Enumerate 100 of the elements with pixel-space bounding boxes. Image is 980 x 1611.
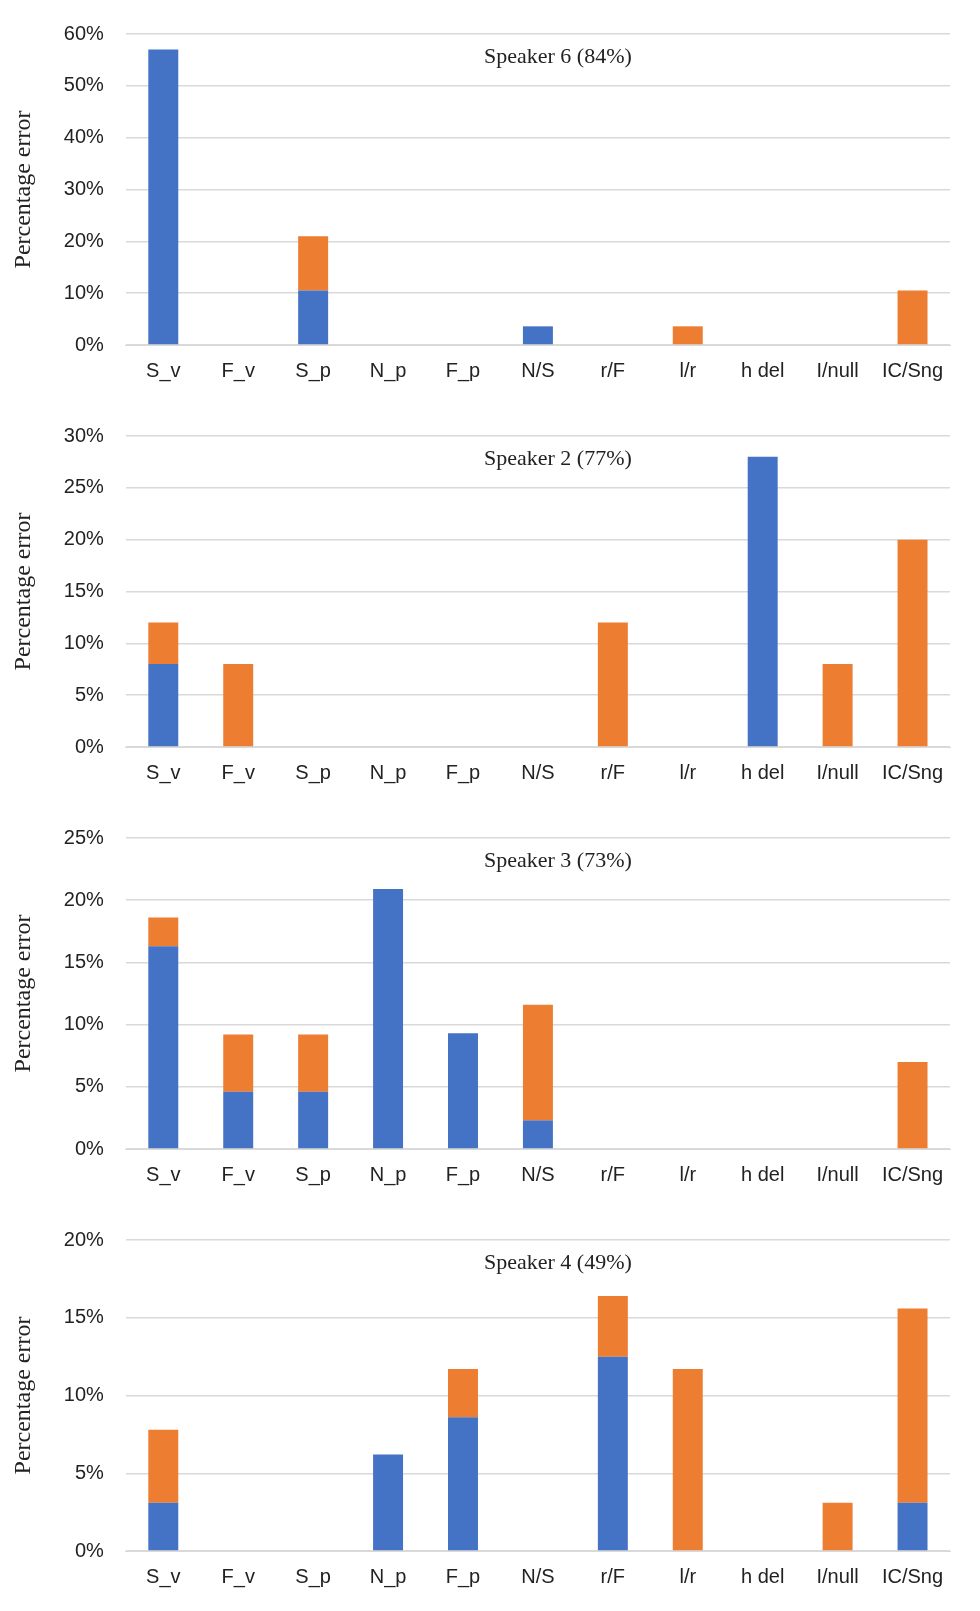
- x-tick-label: S_v: [146, 358, 181, 382]
- y-tick-label: 20%: [63, 1227, 105, 1250]
- bar: [148, 1502, 179, 1551]
- y-tick-label: 5%: [74, 682, 105, 705]
- x-tick-label: IC/Sng: [881, 760, 944, 783]
- y-tick-label: 15%: [63, 579, 105, 602]
- chart-title: Speaker 4 (49%): [483, 1248, 632, 1274]
- x-tick-label: IC/Sng: [881, 1564, 944, 1587]
- y-tick-label: 10%: [63, 280, 105, 303]
- x-tick-label: S_v: [146, 1564, 181, 1588]
- bar: [897, 290, 928, 345]
- bar: [298, 1034, 329, 1092]
- bar: [298, 1091, 329, 1149]
- bar: [897, 539, 928, 747]
- y-tick-label: 10%: [63, 1383, 105, 1406]
- bar: [522, 326, 553, 345]
- chart-title: Speaker 3 (73%): [483, 846, 632, 872]
- x-tick-label: N_p: [369, 358, 407, 382]
- x-tick-label: S_p: [295, 760, 331, 784]
- y-tick-label: 10%: [63, 1012, 105, 1035]
- x-tick-label: h del: [741, 1564, 785, 1587]
- x-tick-label: I/null: [816, 1564, 859, 1587]
- x-tick-label: r/F: [600, 1564, 626, 1587]
- bar: [597, 1295, 628, 1357]
- x-tick-label: N_p: [369, 1162, 407, 1186]
- x-tick-label: F_p: [445, 1564, 481, 1588]
- bar: [223, 1091, 254, 1149]
- x-tick-label: I/null: [816, 358, 859, 381]
- x-tick-label: S_p: [295, 1564, 331, 1588]
- x-tick-label: F_p: [445, 1162, 481, 1186]
- y-tick-label: 0%: [74, 1538, 105, 1561]
- bar: [522, 1120, 553, 1149]
- x-tick-label: r/F: [600, 1162, 626, 1185]
- bar: [373, 1454, 404, 1551]
- x-tick-label: S_v: [146, 760, 181, 784]
- bar: [148, 664, 179, 747]
- x-tick-label: F_v: [221, 358, 255, 382]
- x-tick-label: S_v: [146, 1162, 181, 1186]
- y-tick-label: 0%: [74, 1136, 105, 1159]
- bar: [747, 456, 778, 747]
- bar: [448, 1033, 478, 1149]
- y-tick-label: 5%: [74, 1074, 105, 1097]
- x-tick-label: F_v: [221, 760, 255, 784]
- bar: [672, 326, 703, 345]
- y-tick-label: 30%: [63, 177, 105, 200]
- x-tick-label: l/r: [679, 1162, 697, 1185]
- y-tick-label: 5%: [74, 1460, 105, 1483]
- x-tick-label: l/r: [679, 358, 697, 381]
- bar: [223, 1034, 254, 1092]
- x-tick-label: N/S: [521, 1162, 555, 1185]
- x-tick-label: IC/Sng: [881, 1162, 944, 1185]
- x-tick-label: l/r: [679, 1564, 697, 1587]
- bar: [148, 946, 179, 1149]
- bar: [298, 290, 329, 345]
- y-axis-title: Percentage error: [8, 512, 35, 671]
- y-tick-label: 60%: [63, 21, 105, 44]
- y-tick-label: 20%: [63, 527, 105, 550]
- x-tick-label: S_p: [295, 358, 331, 382]
- y-tick-label: 15%: [63, 949, 105, 972]
- bar: [448, 1417, 478, 1551]
- bar: [373, 889, 404, 1149]
- bar: [672, 1369, 703, 1551]
- y-tick-label: 0%: [74, 332, 105, 355]
- x-tick-label: h del: [741, 760, 785, 783]
- bar: [897, 1502, 928, 1551]
- x-tick-label: N/S: [521, 1564, 555, 1587]
- x-tick-label: F_v: [221, 1162, 255, 1186]
- y-tick-label: 25%: [63, 475, 105, 498]
- x-tick-label: F_v: [221, 1564, 255, 1588]
- x-tick-label: S_p: [295, 1162, 331, 1186]
- x-tick-label: F_p: [445, 358, 481, 382]
- y-tick-label: 50%: [63, 73, 105, 96]
- bar: [148, 49, 179, 345]
- bar: [822, 664, 853, 747]
- bar: [148, 1429, 179, 1503]
- x-tick-label: N_p: [369, 760, 407, 784]
- y-tick-label: 15%: [63, 1305, 105, 1328]
- y-axis-title: Percentage error: [8, 1316, 35, 1475]
- bar: [597, 1356, 628, 1551]
- x-tick-label: r/F: [600, 358, 626, 381]
- x-tick-label: I/null: [816, 760, 859, 783]
- bar: [148, 622, 179, 665]
- x-tick-label: IC/Sng: [881, 358, 944, 381]
- y-axis-title: Percentage error: [8, 110, 35, 269]
- x-tick-label: F_p: [445, 760, 481, 784]
- bar: [522, 1004, 553, 1121]
- y-tick-label: 0%: [74, 734, 105, 757]
- x-tick-label: N/S: [521, 358, 555, 381]
- bar: [822, 1502, 853, 1551]
- y-axis-title: Percentage error: [8, 914, 35, 1073]
- x-tick-label: N_p: [369, 1564, 407, 1588]
- x-tick-label: l/r: [679, 760, 697, 783]
- bar: [897, 1308, 928, 1503]
- chart-title: Speaker 2 (77%): [483, 444, 632, 470]
- chart-title: Speaker 6 (84%): [483, 42, 632, 68]
- bar: [597, 622, 628, 747]
- bar: [223, 664, 254, 747]
- y-tick-label: 40%: [63, 125, 105, 148]
- y-tick-label: 20%: [63, 887, 105, 910]
- x-tick-label: h del: [741, 358, 785, 381]
